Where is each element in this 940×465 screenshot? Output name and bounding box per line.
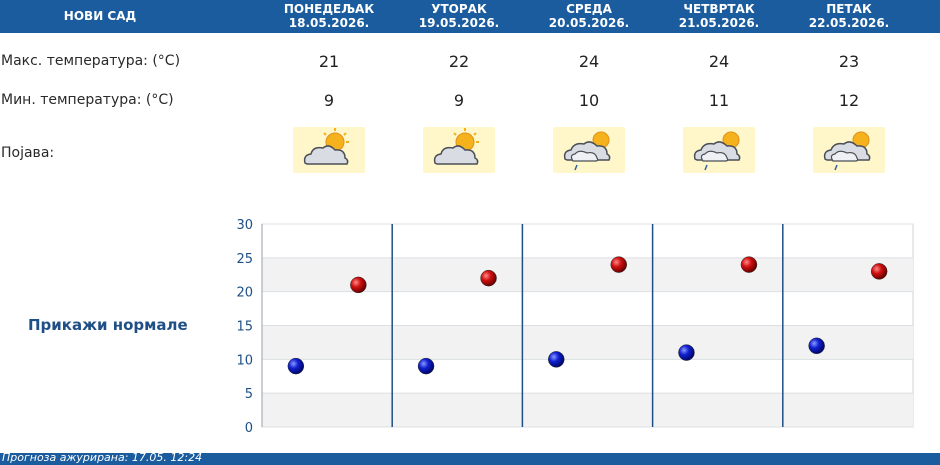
y-axis: 0 5 10 15 20 25 30 <box>236 218 253 436</box>
data-points <box>287 256 888 375</box>
min-temp-value: 10 <box>578 91 600 110</box>
y-tick-label: 30 <box>236 218 253 233</box>
min-temp-value: 12 <box>838 91 860 110</box>
max-temp-point <box>740 256 758 273</box>
day-date: 21.05.2026. <box>678 16 760 30</box>
y-tick-label: 0 <box>245 421 253 436</box>
max-temp-label: Макс. температура: (°C) <box>1 53 181 69</box>
max-temp-value: 23 <box>838 52 860 71</box>
min-temp-label: Мин. температура: (°C) <box>1 92 174 108</box>
day-name: ЧЕТВРТАК <box>683 2 755 16</box>
y-tick-label: 15 <box>236 320 253 335</box>
cloudy-sun-rain-icon <box>813 127 885 173</box>
y-tick-label: 25 <box>236 252 253 267</box>
day-date: 18.05.2026. <box>288 16 370 30</box>
grid-band <box>262 325 913 360</box>
min-temp-point <box>287 357 305 375</box>
day-name: ПЕТАК <box>826 2 872 16</box>
day-date: 20.05.2026. <box>548 16 630 30</box>
forecast-header: НОВИ САД ПОНЕДЕЉАК 18.05.2026. УТОРАК 19… <box>0 0 940 33</box>
forecast-updated-text: Прогноза ажурирана: 17.05. 12:24 <box>2 453 203 464</box>
grid-band <box>262 257 913 292</box>
day-date: 22.05.2026. <box>808 16 890 30</box>
min-temp-point <box>808 337 825 355</box>
cloudy-sun-rain-icon <box>683 127 755 173</box>
cloudy-sun-rain-icon <box>553 127 625 173</box>
day-header-thursday: ЧЕТВРТАК 21.05.2026. <box>654 2 784 30</box>
day-header-friday: ПЕТАК 22.05.2026. <box>784 2 914 30</box>
day-dividers <box>391 224 784 427</box>
partly-cloudy-sun-icon <box>293 127 365 173</box>
min-temp-value: 11 <box>708 91 730 110</box>
show-normals-link[interactable]: Прикажи нормале <box>28 316 188 334</box>
max-temp-point <box>610 256 627 273</box>
max-temp-point <box>870 263 888 280</box>
max-temp-point <box>350 276 367 294</box>
y-tick-label: 5 <box>245 387 253 402</box>
max-temp-value: 22 <box>448 52 470 71</box>
min-temp-value: 9 <box>453 91 465 110</box>
temperature-chart: 0 5 10 15 20 25 30 <box>236 218 914 436</box>
day-name: УТОРАК <box>431 2 487 16</box>
y-tick-label: 10 <box>236 353 253 368</box>
min-temp-value: 9 <box>323 91 335 110</box>
max-temp-value: 24 <box>708 52 730 71</box>
day-header-wednesday: СРЕДА 20.05.2026. <box>524 2 654 30</box>
phenomenon-label: Појава: <box>1 145 55 161</box>
city-name: НОВИ САД <box>63 9 137 23</box>
day-date: 19.05.2026. <box>418 16 500 30</box>
min-temp-point <box>678 344 695 361</box>
partly-cloudy-sun-icon <box>423 127 495 173</box>
day-header-monday: ПОНЕДЕЉАК 18.05.2026. <box>264 2 394 30</box>
day-header-tuesday: УТОРАК 19.05.2026. <box>394 2 524 30</box>
max-temp-point <box>480 269 497 287</box>
max-temp-value: 24 <box>578 52 600 71</box>
min-temp-point <box>417 357 435 375</box>
grid-band <box>262 393 913 427</box>
max-temp-value: 21 <box>318 52 340 71</box>
y-tick-label: 20 <box>236 286 253 301</box>
day-name: СРЕДА <box>566 2 612 16</box>
chart-grid <box>261 223 914 428</box>
day-name: ПОНЕДЕЉАК <box>283 2 375 16</box>
min-temp-point <box>548 351 565 368</box>
forecast-updated-bar: Прогноза ажурирана: 17.05. 12:24 <box>0 453 940 465</box>
